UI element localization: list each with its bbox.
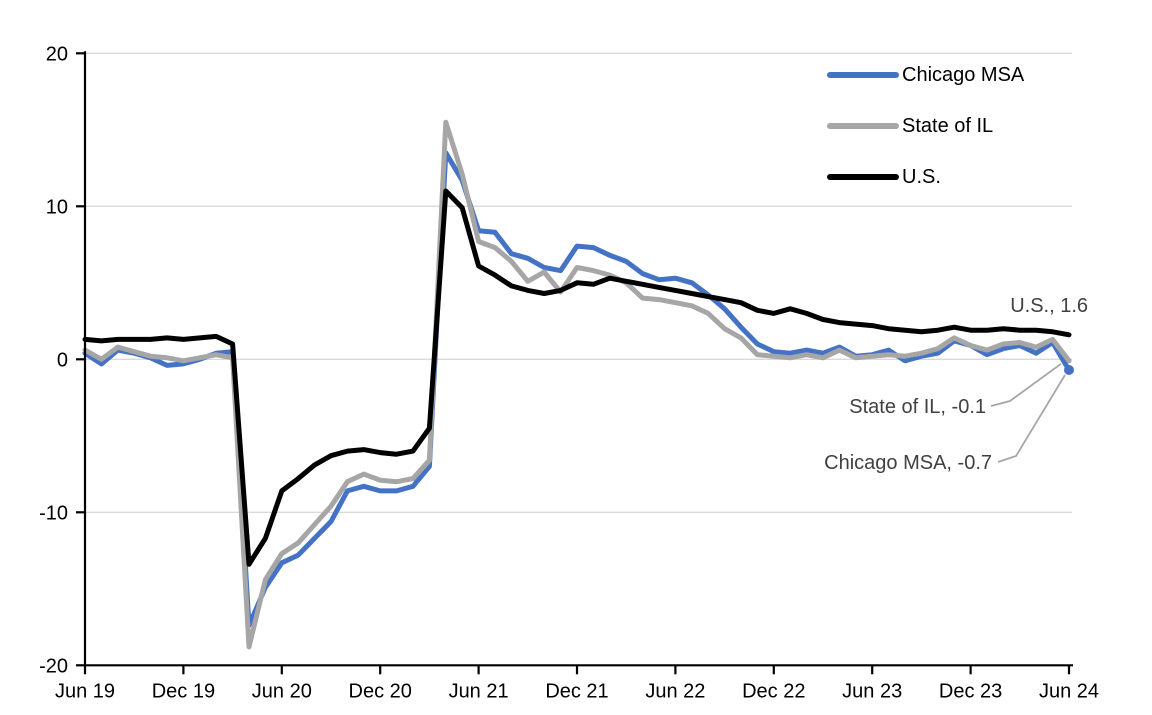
- y-tick-label-20: 20: [46, 43, 68, 65]
- chart-line-u-s-: [82, 188, 1072, 567]
- y-tick-label-10: 10: [46, 196, 68, 218]
- x-tick-label-Jun 21: Jun 21: [449, 680, 509, 702]
- x-tick-label-Dec 20: Dec 20: [349, 680, 412, 702]
- chicago-msa-end-marker: [1064, 365, 1074, 376]
- legend-label-state-of-il: State of IL: [902, 114, 994, 137]
- y-tick-label-0: 0: [57, 349, 68, 371]
- x-tick-label-Dec 23: Dec 23: [939, 680, 1002, 702]
- legend-swatch-us: [827, 174, 899, 180]
- x-tick-label-Jun 22: Jun 22: [645, 680, 705, 702]
- data-label-state-of-il: State of IL, -0.1: [849, 396, 986, 418]
- x-tick-label-Jun 24: Jun 24: [1039, 680, 1099, 702]
- y-tick-label--20: -20: [39, 655, 68, 677]
- x-tick-label-Jun 20: Jun 20: [252, 680, 312, 702]
- x-tick-label-Jun 23: Jun 23: [842, 680, 902, 702]
- y-tick-label--10: -10: [39, 502, 68, 524]
- legend-item-chicago-msa: Chicago MSA: [827, 63, 1025, 86]
- legend-swatch-state-of-il: [827, 123, 899, 129]
- chart-line-state-of-il: [82, 119, 1072, 650]
- x-tick-label-Dec 19: Dec 19: [152, 680, 215, 702]
- leader-line-state-of-il: [990, 363, 1062, 407]
- legend-swatch-chicago-msa: [827, 72, 899, 78]
- legend-item-state-of-il: State of IL: [827, 114, 994, 137]
- x-tick-label-Dec 22: Dec 22: [742, 680, 805, 702]
- leader-line-chicago-msa: [997, 374, 1066, 463]
- legend-label-chicago-msa: Chicago MSA: [902, 63, 1025, 86]
- x-tick-label-Dec 21: Dec 21: [545, 680, 608, 702]
- data-label-us: U.S., 1.6: [1010, 295, 1088, 317]
- x-tick-label-Jun 19: Jun 19: [55, 680, 115, 702]
- data-label-chicago-msa: Chicago MSA, -0.7: [824, 452, 992, 474]
- legend-label-us: U.S.: [902, 165, 941, 188]
- legend-item-us: U.S.: [827, 165, 941, 188]
